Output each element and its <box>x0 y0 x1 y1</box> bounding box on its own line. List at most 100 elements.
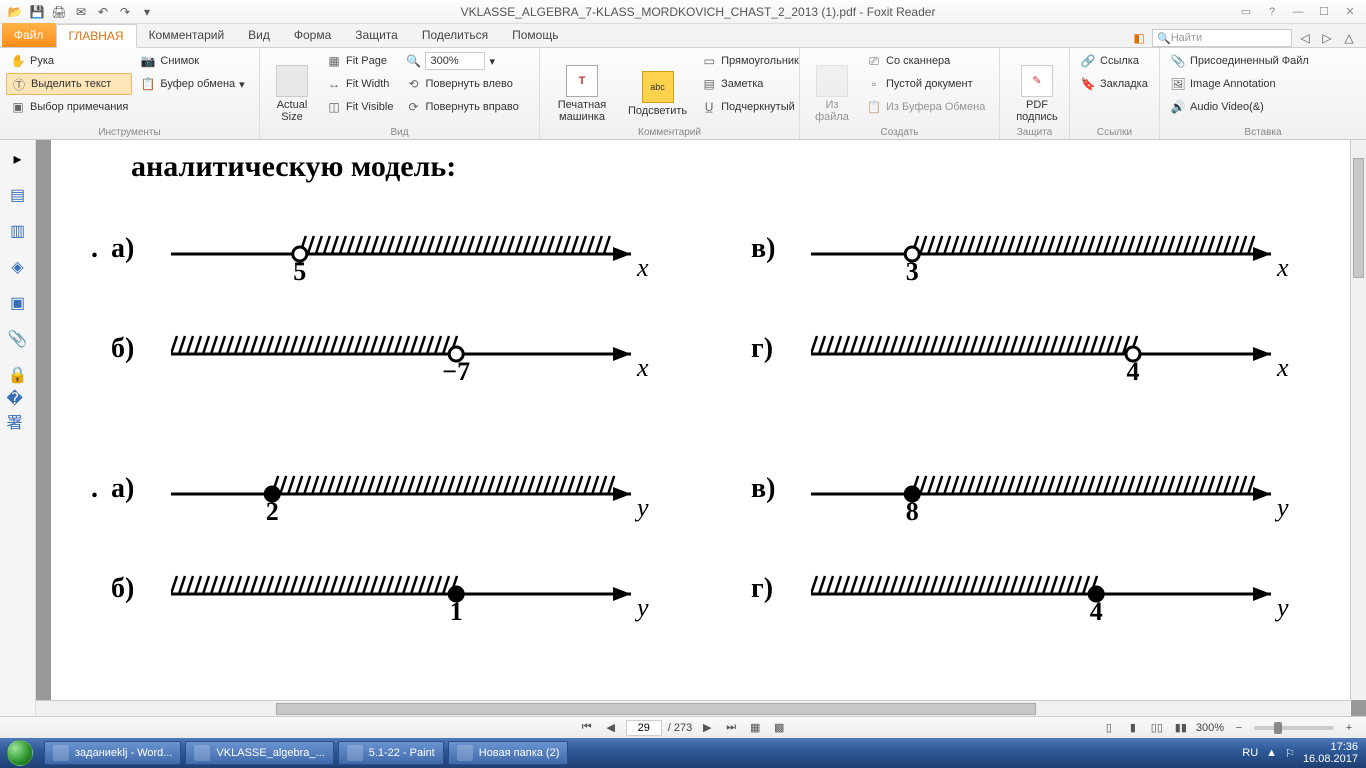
close-icon[interactable]: ✕ <box>1338 3 1362 21</box>
redo-icon[interactable]: ↷ <box>116 3 134 21</box>
image-annot-button[interactable]: 🖼Image Annotation <box>1166 73 1313 95</box>
pdf-sign-button[interactable]: ✎PDF подпись <box>1006 50 1068 137</box>
tab-main[interactable]: ГЛАВНАЯ <box>56 24 137 48</box>
fit-width-button[interactable]: ↔Fit Width <box>322 73 397 95</box>
security-panel-icon[interactable]: 🔒 <box>7 364 29 386</box>
zoom-combo[interactable]: 🔍300%▾ <box>401 50 522 72</box>
rect-icon: ▭ <box>701 53 717 69</box>
tab-comment[interactable]: Комментарий <box>137 23 237 47</box>
email-icon[interactable]: ✉ <box>72 3 90 21</box>
select-text-tool[interactable]: ⓉВыделить текст <box>6 73 132 95</box>
bookmarks-panel-icon[interactable]: ▤ <box>7 184 29 206</box>
save-icon[interactable]: 💾 <box>28 3 46 21</box>
hscroll-thumb[interactable] <box>276 703 1036 715</box>
fit-page-button[interactable]: ▦Fit Page <box>322 50 397 72</box>
number-line-diagram: 4x <box>811 314 1311 384</box>
tab-protect[interactable]: Защита <box>343 23 410 47</box>
view-mode-icon[interactable]: ▦ <box>746 720 764 736</box>
tab-share[interactable]: Поделиться <box>410 23 500 47</box>
taskbar-item[interactable]: заданиеklj - Word... <box>44 741 181 765</box>
zoom-knob[interactable] <box>1274 722 1282 734</box>
rotate-left-icon: ⟲ <box>405 76 421 92</box>
facing-icon[interactable]: ▯▯ <box>1148 720 1166 736</box>
svg-text:1: 1 <box>450 597 463 624</box>
text-select-icon: Ⓣ <box>11 76 27 92</box>
undo-icon[interactable]: ↶ <box>94 3 112 21</box>
taskbar-item[interactable]: VKLASSE_algebra_... <box>185 741 333 765</box>
zoom-slider[interactable] <box>1254 726 1334 730</box>
first-page-button[interactable]: ⏮ <box>578 720 596 736</box>
tab-view[interactable]: Вид <box>236 23 282 47</box>
snapshot-tool[interactable]: 📷Снимок <box>136 50 248 72</box>
minimize-icon[interactable]: — <box>1286 3 1310 21</box>
bookmark-button[interactable]: 🔖Закладка <box>1076 73 1152 95</box>
zoom-out-button[interactable]: − <box>1230 720 1248 736</box>
prev-page-button[interactable]: ◀ <box>602 720 620 736</box>
rotate-left-button[interactable]: ⟲Повернуть влево <box>401 73 522 95</box>
clipboard-tool[interactable]: 📋Буфер обмена ▾ <box>136 73 248 95</box>
sidebar-expand-icon[interactable]: ▸ <box>7 148 29 170</box>
hand-tool[interactable]: ✋Рука <box>6 50 132 72</box>
tab-form[interactable]: Форма <box>282 23 343 47</box>
attachments-panel-icon[interactable]: 📎 <box>7 328 29 350</box>
view-mode2-icon[interactable]: ▩ <box>770 720 788 736</box>
scroll-thumb[interactable] <box>1353 158 1364 278</box>
help-icon[interactable]: ? <box>1260 3 1284 21</box>
continuous-icon[interactable]: ▮ <box>1124 720 1142 736</box>
rotate-right-button[interactable]: ⟳Повернуть вправо <box>401 96 522 118</box>
fit-visible-icon: ◫ <box>326 99 342 115</box>
tab-file[interactable]: Файл <box>2 23 56 47</box>
highlight-button[interactable]: abcПодсветить <box>622 50 693 137</box>
audio-video-button[interactable]: 🔊Audio Video(&) <box>1166 96 1313 118</box>
note-button[interactable]: ▤Заметка <box>697 73 803 95</box>
last-page-button[interactable]: ⏭ <box>722 720 740 736</box>
from-clipboard-button[interactable]: 📋Из Буфера Обмена <box>862 96 989 118</box>
typewriter-button[interactable]: TПечатная машинка <box>546 50 618 137</box>
layers-panel-icon[interactable]: ◈ <box>7 256 29 278</box>
rectangle-button[interactable]: ▭Прямоугольник <box>697 50 803 72</box>
page-number-input[interactable] <box>626 720 662 736</box>
tab-help[interactable]: Помощь <box>500 23 570 47</box>
print-icon[interactable]: 🖨 <box>50 3 68 21</box>
clock[interactable]: 17:36 16.08.2017 <box>1303 741 1358 765</box>
blank-doc-button[interactable]: ▫Пустой документ <box>862 73 989 95</box>
actual-size-button[interactable]: Actual Size <box>266 50 318 137</box>
maximize-icon[interactable]: ☐ <box>1312 3 1336 21</box>
number-line-row: б)1y <box>91 554 671 624</box>
vertical-scrollbar[interactable] <box>1350 140 1366 700</box>
underline-button[interactable]: U̲Подчеркнутый <box>697 96 803 118</box>
row-label: а) <box>111 233 161 265</box>
taskbar-item[interactable]: 5.1-22 - Paint <box>338 741 444 765</box>
skin-icon[interactable]: ◧ <box>1130 29 1148 47</box>
ribbon-toggle-icon[interactable]: ▭ <box>1234 3 1258 21</box>
tray-action-icon[interactable]: ⚐ <box>1285 747 1295 760</box>
number-line-diagram: −7x <box>171 314 671 384</box>
next-page-button[interactable]: ▶ <box>698 720 716 736</box>
select-annotation-tool[interactable]: ▣Выбор примечания <box>6 96 132 118</box>
signatures-panel-icon[interactable]: �署 <box>7 400 29 422</box>
document-viewport[interactable]: аналитическую модель: .а)5xв)3xб)−7xг)4x… <box>36 140 1366 716</box>
collapse-ribbon-icon[interactable]: △ <box>1340 29 1358 47</box>
from-file-button[interactable]: Из файла <box>806 50 858 137</box>
link-button[interactable]: 🔗Ссылка <box>1076 50 1152 72</box>
comments-panel-icon[interactable]: ▣ <box>7 292 29 314</box>
fit-visible-button[interactable]: ◫Fit Visible <box>322 96 397 118</box>
single-page-icon[interactable]: ▯ <box>1100 720 1118 736</box>
find-input[interactable]: 🔍 Найти <box>1152 29 1292 47</box>
find-prev-icon[interactable]: ◁ <box>1296 29 1314 47</box>
number-line-row: г)4y <box>731 554 1311 624</box>
start-button[interactable] <box>0 738 40 768</box>
find-next-icon[interactable]: ▷ <box>1318 29 1336 47</box>
scanner-button[interactable]: ⎚Со сканнера <box>862 50 989 72</box>
svg-text:y: y <box>634 593 649 622</box>
pages-panel-icon[interactable]: ▥ <box>7 220 29 242</box>
continuous-facing-icon[interactable]: ▮▮ <box>1172 720 1190 736</box>
horizontal-scrollbar[interactable] <box>36 700 1350 716</box>
taskbar-item[interactable]: Новая папка (2) <box>448 741 569 765</box>
lang-indicator[interactable]: RU <box>1242 747 1258 759</box>
file-attach-button[interactable]: 📎Присоединенный Файл <box>1166 50 1313 72</box>
tray-flag-icon[interactable]: ▲ <box>1266 747 1277 759</box>
zoom-in-button[interactable]: + <box>1340 720 1358 736</box>
qat-dropdown-icon[interactable]: ▾ <box>138 3 156 21</box>
open-icon[interactable]: 📂 <box>6 3 24 21</box>
